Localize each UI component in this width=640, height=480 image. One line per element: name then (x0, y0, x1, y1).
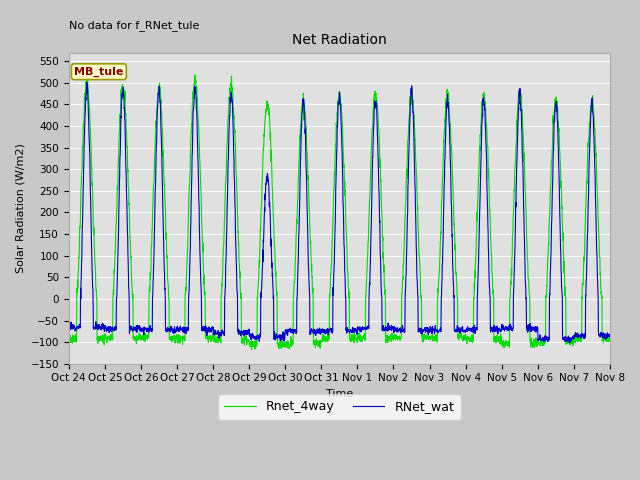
RNet_wat (566, 340, 573, 346)
Line: RNet_wat: RNet_wat (68, 82, 610, 343)
X-axis label: Time: Time (326, 389, 353, 399)
RNet_wat (216, 330, 224, 336)
Text: MB_tule: MB_tule (74, 67, 124, 77)
Rnet_4way (606, 334, 614, 340)
Rnet_4way (248, 347, 255, 353)
Legend: Rnet_4way, RNet_wat: Rnet_4way, RNet_wat (218, 394, 461, 420)
Rnet_4way (191, 72, 199, 78)
Line: Rnet_4way: Rnet_4way (68, 75, 610, 350)
RNet_wat (497, 329, 504, 335)
Rnet_4way (216, 336, 224, 342)
Rnet_4way (574, 334, 582, 340)
RNet_wat (65, 324, 72, 329)
Rnet_4way (497, 341, 505, 347)
RNet_wat (367, 238, 374, 244)
Rnet_4way (65, 336, 72, 342)
Rnet_4way (367, 152, 375, 157)
Text: No data for f_RNet_tule: No data for f_RNet_tule (68, 20, 199, 31)
RNet_wat (355, 326, 363, 332)
RNet_wat (559, 296, 566, 302)
Rnet_4way (355, 336, 363, 342)
Title: Net Radiation: Net Radiation (292, 33, 387, 47)
RNet_wat (606, 331, 614, 337)
RNet_wat (83, 79, 91, 85)
Y-axis label: Solar Radiation (W/m2): Solar Radiation (W/m2) (15, 143, 25, 273)
RNet_wat (574, 335, 582, 340)
Rnet_4way (559, 226, 566, 231)
